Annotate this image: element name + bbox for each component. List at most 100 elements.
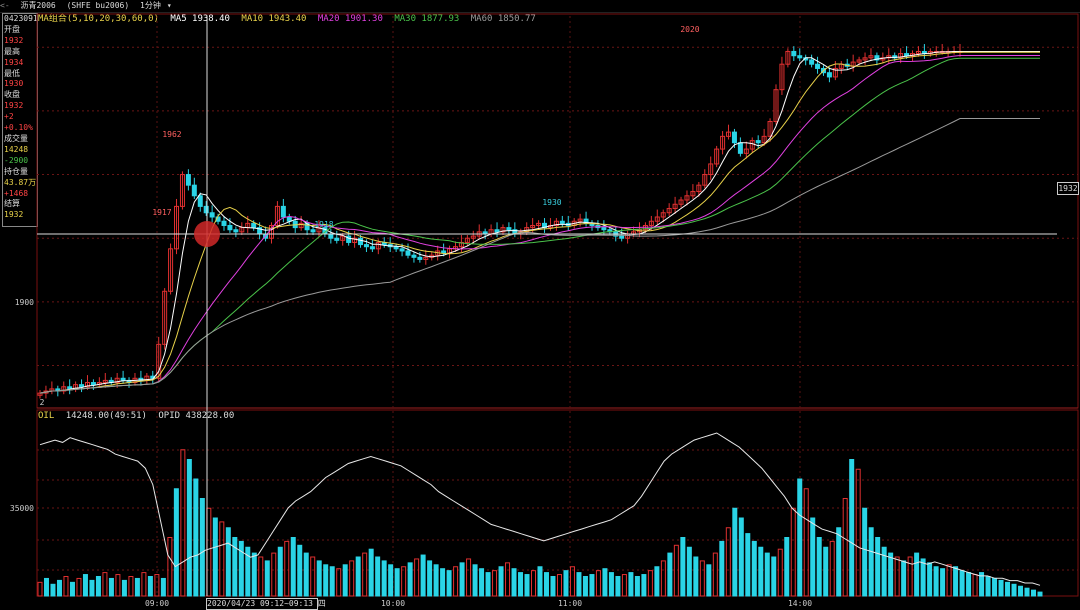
volume-bar: [199, 498, 205, 597]
volume-bar: [608, 572, 614, 597]
candle-body: [191, 184, 197, 197]
candle-body: [114, 377, 120, 384]
volume-bar: [401, 566, 407, 597]
volume-bar: [628, 572, 634, 597]
candle-body: [737, 142, 743, 154]
volume-bar: [797, 478, 803, 597]
candle-body: [84, 382, 90, 388]
volume-bar: [225, 527, 231, 597]
candle-body: [553, 220, 559, 226]
volume-bar: [472, 564, 478, 597]
volume-bar: [634, 576, 640, 597]
info-oi-label: 持仓量: [4, 166, 28, 176]
price-annotation: 1930: [542, 198, 561, 207]
volume-bar: [212, 517, 218, 597]
candle-body: [755, 140, 761, 144]
indicator-name[interactable]: OIL: [38, 411, 55, 421]
volume-bar: [466, 558, 472, 597]
candle-body: [767, 121, 773, 137]
volume-bar: [836, 527, 842, 597]
volume-bar: [251, 552, 257, 597]
candle-body: [328, 233, 334, 239]
candle-body: [227, 224, 233, 231]
candle-body: [779, 63, 785, 91]
candle-body: [221, 220, 227, 226]
volume-bar: [336, 568, 342, 597]
volume-bar: [823, 546, 829, 597]
volume-bar: [485, 572, 491, 597]
volume-bar: [953, 566, 959, 597]
ma5-label: MA5 1938.40: [170, 14, 230, 24]
candle-body: [666, 208, 672, 214]
volume-bar: [56, 579, 62, 597]
info-open-value: 1932: [4, 35, 24, 45]
volume-bar: [180, 449, 186, 597]
info-close-label: 收盘: [4, 90, 20, 100]
volume-bar: [440, 568, 446, 597]
candle-body: [369, 246, 375, 250]
volume-bar: [531, 570, 537, 597]
ma10-label: MA10 1943.40: [241, 14, 307, 24]
volume-bar: [725, 527, 731, 597]
ma60-line: [39, 118, 1040, 394]
info-volume-label: 成交量: [4, 133, 28, 143]
candle-body: [720, 135, 726, 150]
symbol-code[interactable]: 沥青2006: [20, 1, 56, 10]
candle-body: [102, 379, 108, 384]
volume-bar: [82, 574, 88, 597]
price-tick-label: 1900: [15, 298, 34, 307]
ma-legend: MA组合(5,10,20,30,60,0) MA5 1938.40 MA10 1…: [38, 14, 542, 25]
volume-bar: [95, 576, 101, 597]
candle-body: [915, 50, 921, 55]
candle-body: [797, 55, 803, 59]
volume-bar: [50, 583, 56, 597]
volume-bar: [556, 574, 562, 597]
volume-bar: [758, 546, 764, 597]
crosshair-time-label: 2020/04/23 09:12~09:13 四: [206, 598, 326, 610]
volume-bar: [673, 544, 679, 597]
candle-body: [168, 248, 174, 292]
crosshair-marker: [194, 220, 220, 247]
candle-body: [904, 53, 910, 57]
candle-body: [37, 392, 43, 396]
volume-bar: [1024, 587, 1030, 597]
volume-bar: [238, 540, 244, 597]
volume-bar: [816, 537, 822, 597]
ma60-label: MA60 1850.77: [470, 14, 536, 24]
candle-body: [280, 205, 286, 218]
volume-bar: [258, 556, 264, 597]
volume-bar: [719, 540, 725, 597]
candle-body: [749, 140, 755, 150]
volume-bar: [446, 570, 452, 597]
info-close-value: 1932: [4, 101, 24, 111]
candle-body: [310, 229, 316, 233]
volume-bar: [998, 579, 1004, 597]
candle-body: [898, 53, 904, 59]
volume-bar: [738, 517, 744, 597]
volume-bar: [167, 537, 173, 597]
info-settle-label: 结算: [4, 199, 20, 209]
candle-body: [358, 237, 364, 246]
period-selector[interactable]: 1分钟 ▾: [140, 1, 178, 10]
volume-bar: [69, 581, 75, 597]
volume-bar: [543, 572, 549, 597]
volume-bar: [232, 537, 238, 597]
volume-bar: [777, 548, 783, 597]
volume-bar: [985, 576, 991, 597]
volume-bar: [940, 568, 946, 597]
volume-bar: [1031, 589, 1037, 597]
volume-bar: [160, 577, 166, 597]
candle-body: [506, 227, 512, 231]
candle-body: [298, 222, 304, 229]
volume-bar: [381, 560, 387, 597]
candle-body: [619, 235, 625, 239]
candle-body: [399, 248, 405, 252]
volume-bar: [745, 533, 751, 597]
volume-bar: [290, 537, 296, 597]
volume-bar: [264, 560, 270, 597]
volume-bar: [732, 507, 738, 597]
volume-bar: [537, 566, 543, 597]
candle-body: [209, 212, 215, 218]
volume-bar: [979, 572, 985, 597]
